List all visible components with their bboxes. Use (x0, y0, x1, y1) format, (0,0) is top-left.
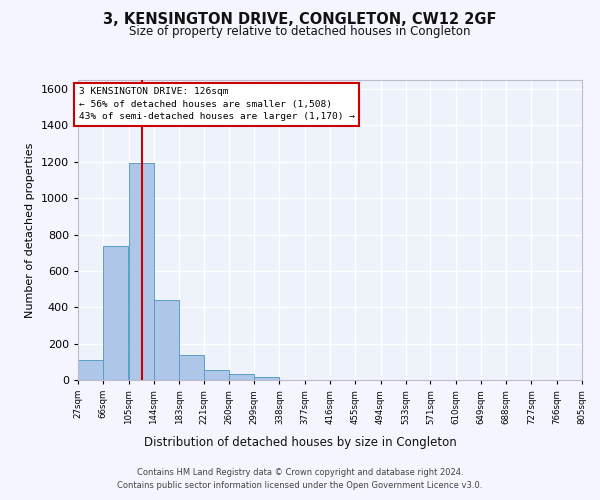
Bar (204, 370, 229, 380)
Bar (103, 246, 128, 380)
Text: Contains HM Land Registry data © Crown copyright and database right 2024.: Contains HM Land Registry data © Crown c… (137, 468, 463, 477)
Bar (154, 300, 179, 380)
Text: 3, KENSINGTON DRIVE, CONGLETON, CW12 2GF: 3, KENSINGTON DRIVE, CONGLETON, CW12 2GF (103, 12, 497, 28)
Y-axis label: Number of detached properties: Number of detached properties (25, 142, 35, 318)
Text: 3 KENSINGTON DRIVE: 126sqm
← 56% of detached houses are smaller (1,508)
43% of s: 3 KENSINGTON DRIVE: 126sqm ← 56% of deta… (79, 88, 355, 122)
Text: Contains public sector information licensed under the Open Government Licence v3: Contains public sector information licen… (118, 480, 482, 490)
Bar (128, 162, 154, 380)
Bar (179, 355, 203, 380)
Bar (254, 378, 280, 380)
Bar (229, 374, 254, 380)
Bar (78, 360, 103, 380)
Text: Size of property relative to detached houses in Congleton: Size of property relative to detached ho… (129, 25, 471, 38)
Text: Distribution of detached houses by size in Congleton: Distribution of detached houses by size … (143, 436, 457, 449)
